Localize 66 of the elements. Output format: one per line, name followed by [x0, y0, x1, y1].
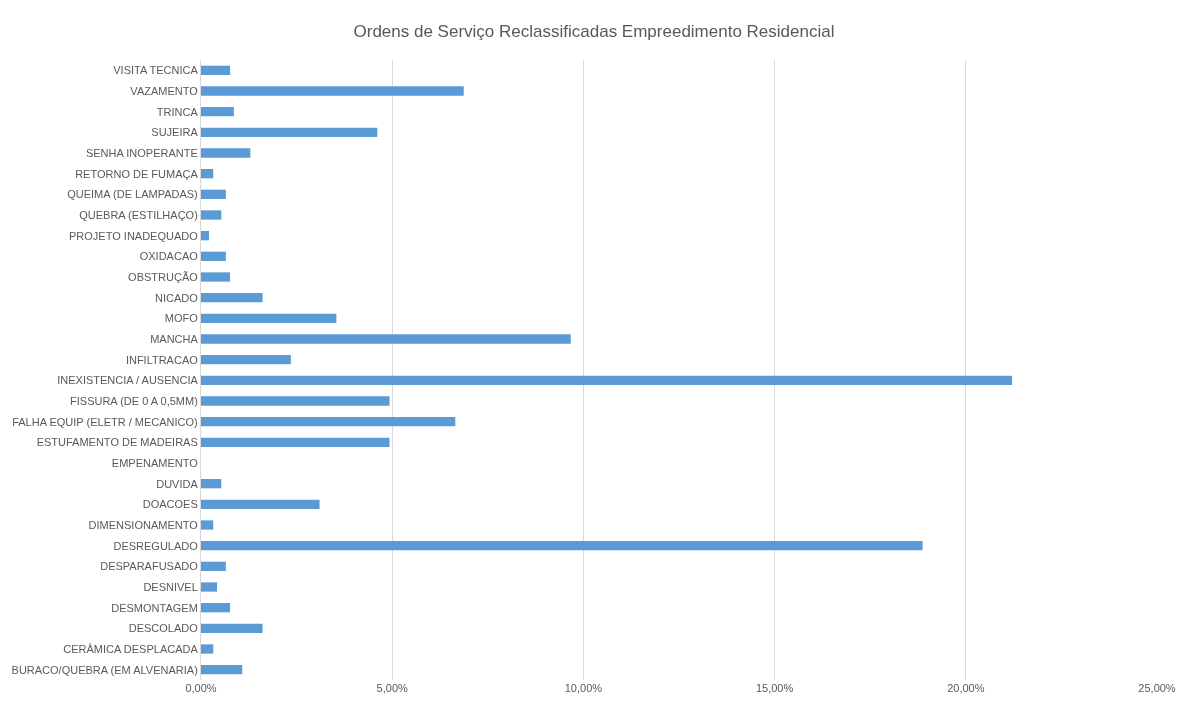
- y-tick-label: BURACO/QUEBRA (EM ALVENARIA): [11, 663, 198, 676]
- y-tick-label: CERÂMICA DESPLACADA: [63, 642, 199, 655]
- bar: [201, 541, 923, 551]
- bar: [201, 375, 1013, 385]
- bar: [201, 479, 222, 489]
- y-tick-label: PROJETO INADEQUADO: [69, 229, 199, 242]
- y-tick-label: ESTUFAMENTO DE MADEIRAS: [36, 436, 198, 449]
- bar: [201, 65, 231, 75]
- bar: [201, 86, 464, 96]
- bar: [201, 499, 320, 509]
- bar: [201, 189, 226, 199]
- y-tick-label: QUEIMA (DE LAMPADAS): [67, 188, 198, 201]
- bar: [201, 293, 263, 303]
- y-tick-label: DUVIDA: [156, 477, 199, 490]
- chart-title: Ordens de Serviço Reclassificadas Empreedimento Residencial: [353, 21, 835, 41]
- bar: [201, 520, 214, 530]
- y-tick-label: DESMONTAGEM: [111, 601, 198, 614]
- y-tick-label: OXIDACAO: [139, 250, 199, 263]
- y-tick-label: DIMENSIONAMENTO: [88, 518, 199, 531]
- y-tick-label: INEXISTENCIA / AUSENCIA: [57, 374, 199, 387]
- y-tick-label: DESNIVEL: [143, 580, 198, 593]
- y-tick-label: DOACOES: [142, 498, 198, 511]
- x-tick-label: 0,00%: [185, 682, 217, 694]
- y-tick-label: SUJEIRA: [151, 126, 199, 139]
- bar: [201, 561, 226, 571]
- y-tick-label: TRINCA: [156, 105, 199, 118]
- bar: [201, 355, 291, 365]
- bar: [201, 251, 226, 261]
- x-tick-label: 10,00%: [564, 682, 603, 694]
- x-tick-label: 25,00%: [1138, 682, 1176, 694]
- bar: [201, 127, 378, 137]
- y-tick-label: DESREGULADO: [113, 539, 199, 552]
- bar: [201, 231, 210, 241]
- bar: [201, 396, 390, 406]
- y-tick-label: RETORNO DE FUMAÇA: [75, 167, 199, 180]
- bar: [201, 644, 214, 654]
- bar: [201, 148, 251, 158]
- y-tick-label: FALHA EQUIP (ELETR / MECANICO): [12, 415, 198, 428]
- x-tick-label: 20,00%: [947, 682, 985, 694]
- bar: [201, 313, 337, 323]
- y-tick-label: EMPENAMENTO: [111, 456, 199, 469]
- bar: [201, 334, 571, 344]
- y-tick-label: NICADO: [155, 291, 199, 304]
- bar: [201, 107, 234, 117]
- y-tick-label: QUEBRA (ESTILHAÇO): [79, 208, 198, 221]
- bar: [201, 603, 231, 613]
- y-tick-label: OBSTRUÇÃO: [128, 270, 199, 283]
- x-tick-label: 5,00%: [376, 682, 409, 694]
- y-tick-label: VAZAMENTO: [130, 84, 199, 97]
- y-tick-label: MANCHA: [150, 332, 199, 345]
- bar: [201, 582, 218, 592]
- bar: [201, 623, 263, 633]
- y-tick-label: FISSURA (DE 0 A 0,5MM): [70, 394, 198, 407]
- bar: [201, 417, 456, 427]
- y-tick-label: INFILTRACAO: [125, 353, 199, 366]
- y-tick-label: DESCOLADO: [128, 622, 199, 635]
- bar: [201, 437, 390, 447]
- bar: [201, 169, 214, 179]
- bar: [201, 210, 222, 220]
- x-tick-label: 15,00%: [755, 682, 794, 694]
- bar: [201, 272, 231, 282]
- y-tick-label: DESPARAFUSADO: [100, 560, 199, 573]
- y-tick-label: SENHA INOPERANTE: [85, 146, 198, 159]
- y-tick-label: VISITA TECNICA: [113, 64, 199, 77]
- y-tick-label: MOFO: [164, 312, 199, 325]
- bar: [201, 665, 243, 675]
